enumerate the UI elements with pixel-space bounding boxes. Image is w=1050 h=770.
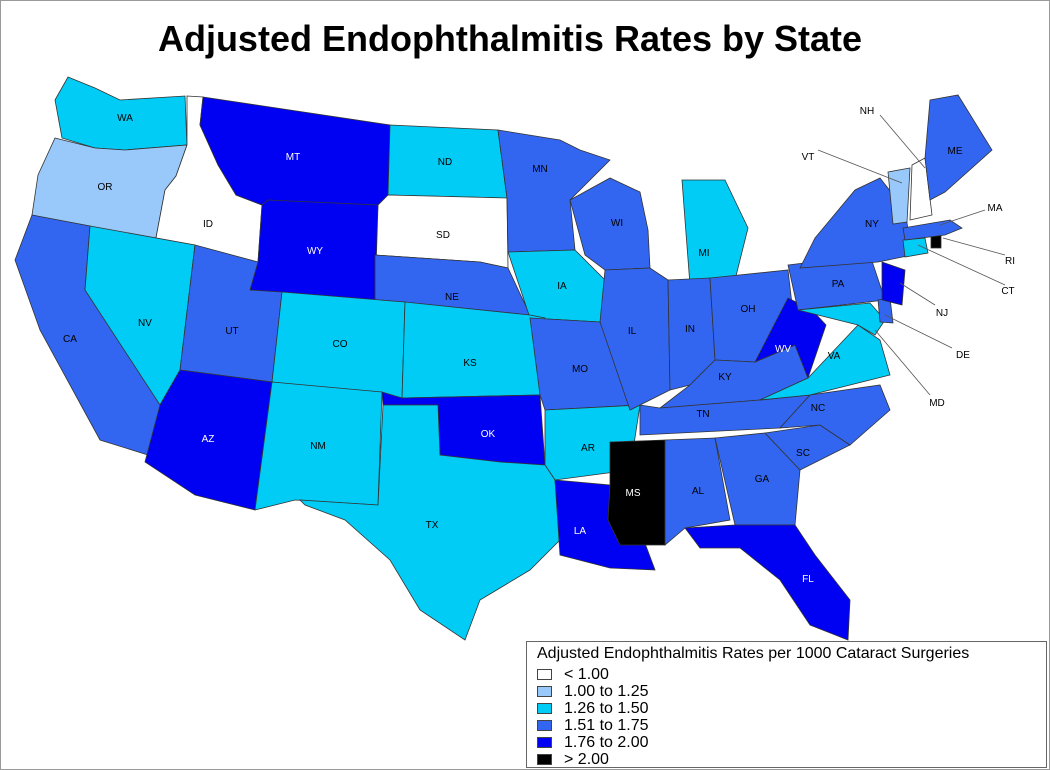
leader-line-nh [879, 114, 926, 169]
state-wi [569, 177, 651, 271]
state-label-ca: CA [63, 334, 77, 345]
legend-label: 1.00 to 1.25 [564, 682, 649, 700]
state-label-pa: PA [832, 279, 845, 290]
state-tx [298, 404, 561, 641]
state-wv [754, 297, 827, 380]
state-me [924, 94, 993, 201]
state-label-wy: WY [307, 246, 323, 257]
state-mi [681, 179, 749, 286]
state-label-de: DE [956, 350, 970, 361]
state-label-fl: FL [802, 574, 814, 585]
state-al [664, 437, 731, 546]
legend-swatch [537, 703, 552, 714]
state-label-nv: NV [138, 318, 152, 329]
state-label-nj: NJ [936, 308, 948, 319]
state-label-vt: VT [802, 152, 815, 163]
state-label-mn: MN [532, 164, 548, 175]
state-ks [401, 301, 546, 399]
state-label-md: MD [929, 398, 945, 409]
leader-line-ct [917, 244, 1006, 286]
state-label-nm: NM [310, 441, 326, 452]
state-label-ct: CT [1001, 286, 1014, 297]
map-title: Adjusted Endophthalmitis Rates by State [157, 18, 863, 59]
state-label-ma: MA [988, 203, 1003, 214]
legend-swatch [537, 720, 552, 731]
legend-item: 1.51 to 1.75 [537, 717, 649, 734]
state-label-tx: TX [426, 520, 439, 531]
leader-line-vt [817, 149, 903, 184]
state-label-ar: AR [581, 443, 595, 454]
state-label-wa: WA [117, 113, 133, 124]
state-fl [684, 524, 851, 641]
state-label-nh: NH [860, 106, 874, 117]
leader-line-md [874, 329, 931, 396]
state-label-la: LA [574, 526, 587, 537]
state-label-mi: MI [698, 248, 709, 259]
state-label-wi: WI [611, 218, 623, 229]
state-label-mo: MO [572, 364, 588, 375]
state-label-sc: SC [796, 448, 810, 459]
state-label-ky: KY [718, 372, 732, 383]
state-label-me: ME [948, 146, 963, 157]
leader-line-ma [939, 209, 986, 226]
state-label-id: ID [203, 219, 213, 230]
legend-label: > 2.00 [564, 750, 609, 768]
state-label-ok: OK [481, 429, 496, 440]
state-label-ny: NY [865, 219, 879, 230]
state-label-tn: TN [696, 409, 709, 420]
state-label-sd: SD [436, 230, 450, 241]
legend-swatch [537, 686, 552, 697]
state-label-ks: KS [463, 358, 477, 369]
legend-label: 1.76 to 2.00 [564, 733, 649, 751]
legend-swatch [537, 754, 552, 765]
state-label-nd: ND [438, 157, 452, 168]
state-ma [902, 219, 963, 241]
state-label-nc: NC [811, 403, 825, 414]
state-label-il: IL [628, 326, 637, 337]
legend-label: < 1.00 [564, 665, 609, 683]
state-label-al: AL [692, 486, 705, 497]
legend: Adjusted Endophthalmitis Rates per 1000 … [526, 641, 1047, 768]
legend-label: 1.51 to 1.75 [564, 716, 649, 734]
legend-label: 1.26 to 1.50 [564, 699, 649, 717]
state-label-ia: IA [557, 281, 567, 292]
legend-item: < 1.00 [537, 666, 609, 683]
legend-item: 1.76 to 2.00 [537, 734, 649, 751]
state-vt [887, 167, 911, 225]
state-label-or: OR [98, 182, 113, 193]
state-label-co: CO [333, 339, 348, 350]
state-label-ga: GA [755, 474, 770, 485]
state-nj [881, 261, 906, 306]
state-label-az: AZ [202, 434, 215, 445]
state-label-ut: UT [225, 326, 238, 337]
legend-item: 1.26 to 1.50 [537, 700, 649, 717]
state-md [797, 302, 886, 336]
legend-title: Adjusted Endophthalmitis Rates per 1000 … [537, 645, 970, 662]
state-label-wv: WV [775, 344, 791, 355]
state-label-oh: OH [741, 304, 756, 315]
legend-swatch [537, 669, 552, 680]
state-label-ms: MS [626, 488, 641, 499]
leader-line-ri [942, 237, 1006, 256]
legend-swatch [537, 737, 552, 748]
leader-line-nj [899, 282, 936, 306]
legend-item: 1.00 to 1.25 [537, 683, 649, 700]
legend-item: > 2.00 [537, 751, 609, 768]
state-label-ri: RI [1005, 256, 1015, 267]
state-label-in: IN [685, 324, 695, 335]
state-label-va: VA [828, 351, 841, 362]
state-ga [714, 432, 801, 526]
leader-line-de [884, 314, 953, 349]
state-label-ne: NE [445, 292, 459, 303]
state-label-mt: MT [286, 152, 300, 163]
